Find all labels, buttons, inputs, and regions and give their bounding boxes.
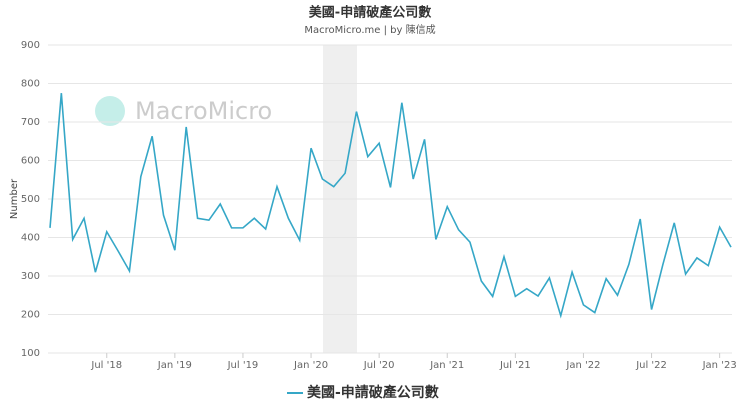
y-tick-label: 800 <box>21 79 40 90</box>
y-tick-label: 700 <box>21 117 40 128</box>
line <box>49 93 732 319</box>
x-tick-label: Jan '19 <box>157 360 192 371</box>
x-tick-label: Jul '18 <box>90 360 122 371</box>
chart-subtitle: MacroMicro.me | by 陳信成 <box>304 24 435 36</box>
x-tick-label: Jul '20 <box>363 360 395 371</box>
y-tick-label: 200 <box>21 310 40 321</box>
x-tick-label: Jul '22 <box>635 360 667 371</box>
y-tick-label: 900 <box>21 40 40 51</box>
y-axis-label: Number <box>9 178 20 219</box>
x-tick-label: Jan '20 <box>293 360 328 371</box>
y-tick-label: 300 <box>21 271 40 282</box>
y-tick-label: 600 <box>21 156 40 167</box>
x-tick-label: Jan '23 <box>702 360 737 371</box>
x-tick-label: Jul '21 <box>499 360 531 371</box>
y-tick-label: 100 <box>21 348 40 359</box>
chart-title: 美國-申請破產公司數 <box>309 5 431 21</box>
x-tick-label: Jul '19 <box>227 360 259 371</box>
x-tick-label: Jan '21 <box>429 360 464 371</box>
watermark-logo <box>95 96 125 126</box>
y-tick-label: 500 <box>21 194 40 205</box>
x-tick-label: Jan '22 <box>565 360 600 371</box>
legend-label: 美國-申請破產公司數 <box>307 384 439 401</box>
y-tick-label: 400 <box>21 233 40 244</box>
watermark: MacroMicro <box>135 97 272 125</box>
